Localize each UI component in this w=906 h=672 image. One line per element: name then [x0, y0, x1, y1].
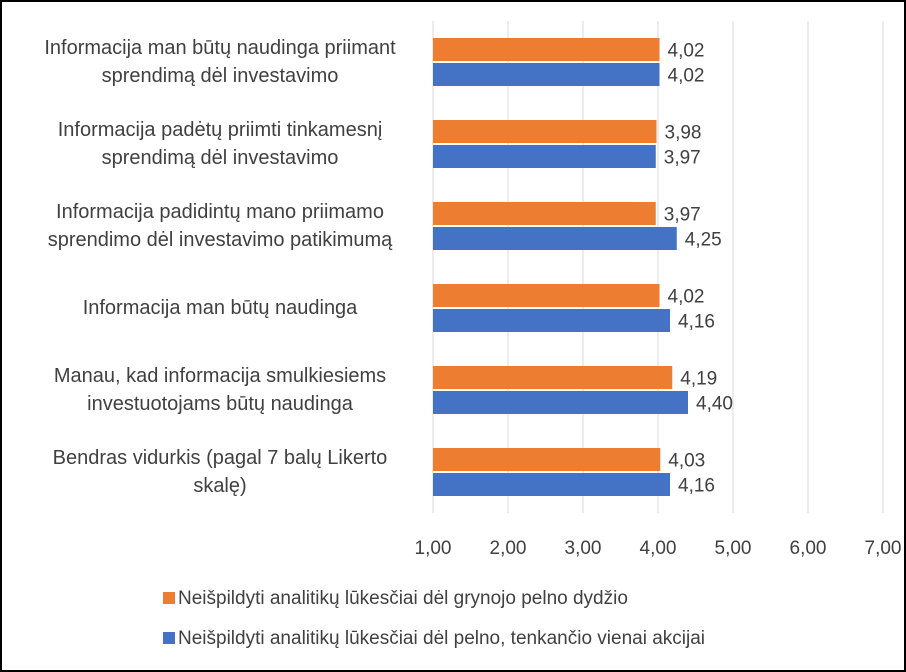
value-label: 3,98 [665, 123, 702, 144]
category-label: Informacija padidintų mano priimamo spre… [47, 201, 393, 251]
legend-label: Neišpildyti analitikų lūkesčiai dėl peln… [178, 628, 705, 649]
bar [433, 202, 656, 225]
x-tick-label: 1,00 [415, 538, 452, 559]
value-label: 4,02 [668, 287, 705, 308]
bar [433, 145, 656, 168]
bar [433, 227, 677, 250]
bar [433, 120, 657, 143]
bar [433, 473, 670, 496]
category-label: Informacija padėtų priimti tinkamesnį sp… [57, 119, 383, 169]
legend-label: Neišpildyti analitikų lūkesčiai dėl gryn… [178, 588, 628, 609]
bar [433, 366, 673, 389]
value-label: 4,40 [696, 394, 733, 415]
value-label: 3,97 [664, 205, 701, 226]
value-label: 4,19 [680, 369, 717, 390]
bar [433, 63, 660, 86]
x-tick-label: 5,00 [715, 538, 752, 559]
category-label: Manau, kad informacija smulkiesiems inve… [53, 365, 387, 415]
bar [433, 38, 660, 61]
legend-swatch [163, 632, 175, 644]
bar [433, 448, 661, 471]
value-label: 4,16 [678, 312, 715, 333]
x-tick-label: 3,00 [565, 538, 602, 559]
value-label: 3,97 [664, 148, 701, 169]
x-tick-label: 6,00 [790, 538, 827, 559]
x-tick-label: 4,00 [640, 538, 677, 559]
x-tick-label: 7,00 [865, 538, 902, 559]
value-label: 4,02 [668, 66, 705, 87]
value-label: 4,16 [678, 476, 715, 497]
category-label: Informacija man būtų naudinga [82, 297, 358, 319]
legend-swatch [163, 592, 175, 604]
category-label: Informacija man būtų naudinga priimant s… [44, 37, 396, 87]
value-label: 4,25 [685, 230, 722, 251]
bar [433, 391, 688, 414]
bar [433, 309, 670, 332]
bar [433, 284, 660, 307]
category-label: Bendras vidurkis (pagal 7 balų Likerto s… [52, 447, 388, 497]
value-label: 4,03 [668, 451, 705, 472]
value-label: 4,02 [668, 41, 705, 62]
x-tick-label: 2,00 [490, 538, 527, 559]
